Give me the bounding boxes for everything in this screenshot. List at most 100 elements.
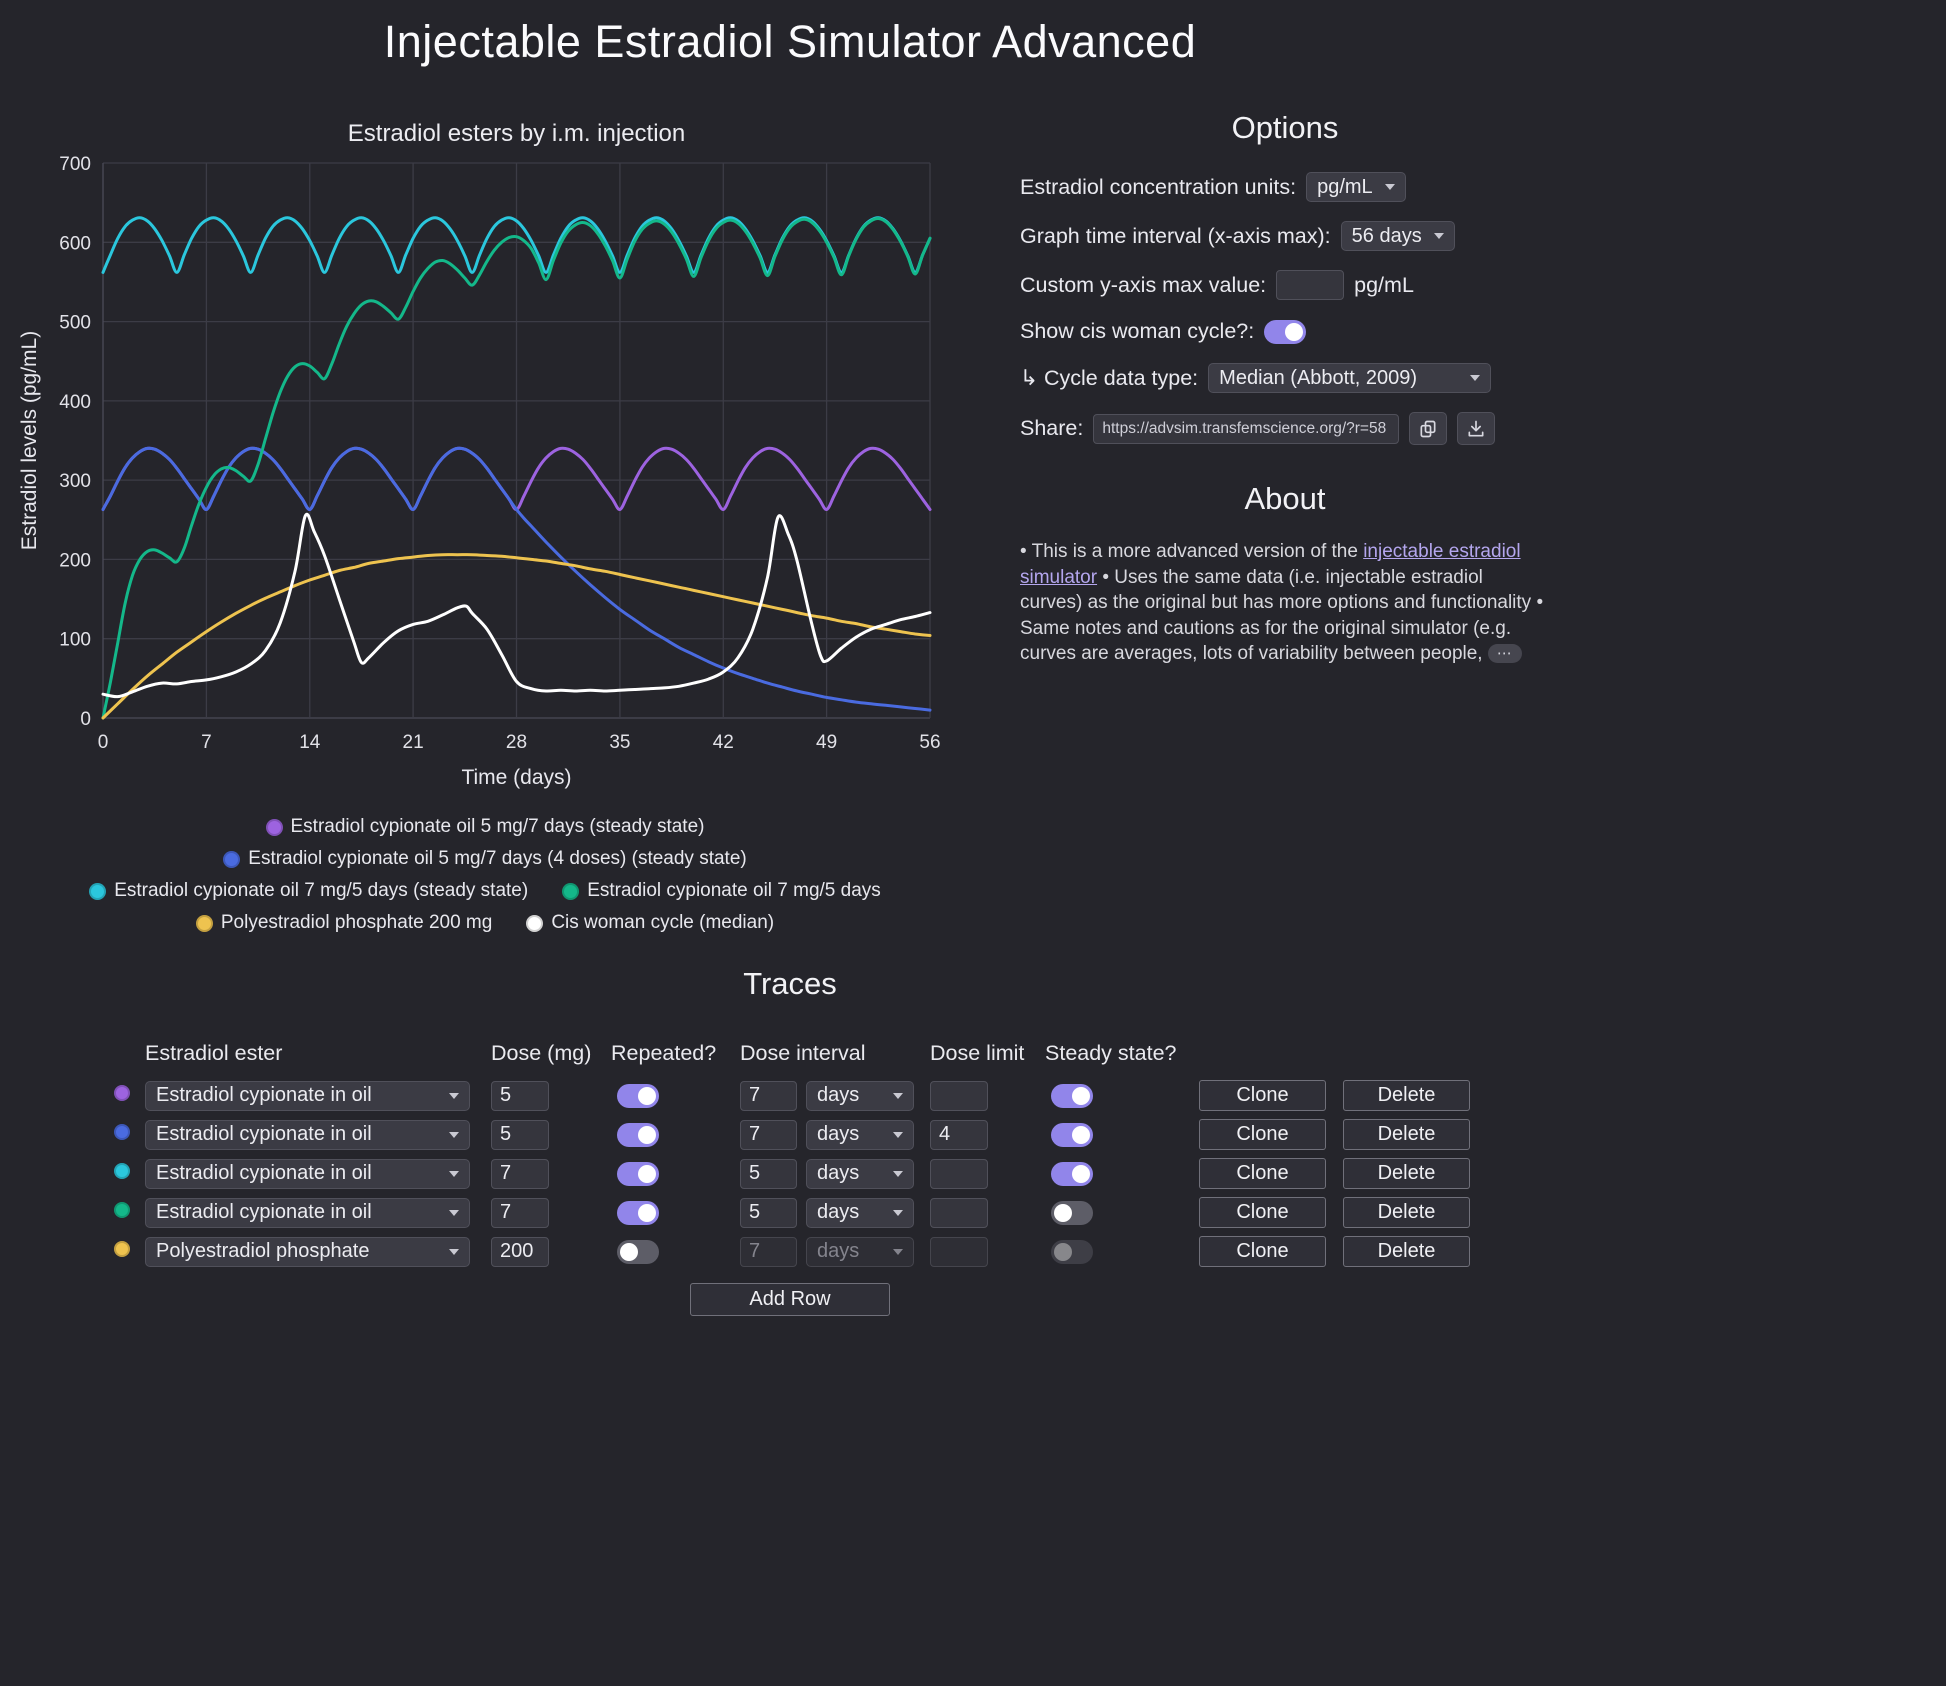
delete-button[interactable]: Delete	[1343, 1236, 1470, 1267]
clone-button[interactable]: Clone	[1199, 1080, 1326, 1111]
expand-about-button[interactable]: ⋯	[1487, 644, 1522, 664]
injectable-simulator-link[interactable]: injectable estradiol simulator	[1020, 541, 1521, 588]
trace-line-4	[101, 553, 932, 720]
dose-limit-input[interactable]	[930, 1158, 988, 1189]
clone-button[interactable]: Clone	[1199, 1119, 1326, 1150]
ester-select[interactable]: Estradiol cypionate in oil	[145, 1158, 470, 1189]
delete-button[interactable]: Delete	[1343, 1119, 1470, 1150]
steady-state-toggle[interactable]	[1051, 1239, 1093, 1264]
ester-select[interactable]: Estradiol cypionate in oil	[145, 1080, 470, 1111]
dose-interval-input[interactable]	[740, 1119, 797, 1150]
units-select-value: pg/mL	[1317, 175, 1373, 198]
interval-unit-select[interactable]: days	[806, 1119, 914, 1150]
traces-section: Traces Estradiol ester Dose (mg) Repeate…	[110, 966, 1470, 1316]
trace-color-dot	[114, 1085, 130, 1101]
repeated-toggle[interactable]	[617, 1083, 659, 1108]
legend-dot	[223, 850, 241, 868]
repeated-toggle[interactable]	[617, 1122, 659, 1147]
clone-button[interactable]: Clone	[1199, 1236, 1326, 1267]
about-text-part1: • This is a more advanced version of the	[1020, 541, 1364, 562]
steady-state-toggle[interactable]	[1051, 1083, 1093, 1108]
clone-button[interactable]: Clone	[1199, 1197, 1326, 1228]
trace-color-dot	[114, 1241, 130, 1257]
chevron-down-icon	[1384, 184, 1395, 190]
chevron-down-icon	[893, 1248, 903, 1255]
dose-interval-input[interactable]	[740, 1197, 797, 1228]
dose-interval-input[interactable]	[740, 1158, 797, 1189]
interval-unit-select[interactable]: days	[806, 1158, 914, 1189]
x-axis-tick: 49	[816, 732, 837, 753]
ester-select-value: Polyestradiol phosphate	[156, 1240, 370, 1262]
chevron-down-icon	[1470, 375, 1481, 381]
delete-button[interactable]: Delete	[1343, 1158, 1470, 1189]
dose-input[interactable]	[491, 1158, 549, 1189]
trace-line-1	[101, 446, 932, 712]
options-heading: Options	[1231, 110, 1339, 145]
steady-state-toggle[interactable]	[1051, 1122, 1093, 1147]
steady-state-toggle[interactable]	[1051, 1161, 1093, 1186]
legend-row: Estradiol cypionate oil 5 mg/7 days (ste…	[20, 812, 950, 842]
show-cycle-toggle[interactable]	[1264, 319, 1307, 344]
legend-item[interactable]: Estradiol cypionate oil 5 mg/7 days (4 d…	[223, 848, 747, 870]
legend-label: Polyestradiol phosphate 200 mg	[220, 912, 493, 933]
dose-limit-input[interactable]	[930, 1080, 988, 1111]
copy-icon	[1420, 420, 1436, 437]
legend-item[interactable]: Polyestradiol phosphate 200 mg	[195, 912, 493, 934]
legend-item[interactable]: Estradiol cypionate oil 7 mg/5 days	[562, 880, 881, 902]
x-axis-tick: 28	[506, 732, 527, 753]
options-panel: Options Estradiol concentration units: p…	[1020, 110, 1550, 667]
dose-interval-input[interactable]	[740, 1080, 797, 1111]
dose-limit-input[interactable]	[930, 1197, 988, 1228]
ester-select[interactable]: Estradiol cypionate in oil	[145, 1197, 470, 1228]
time-interval-select[interactable]: 56 days	[1340, 221, 1455, 251]
chevron-down-icon	[893, 1170, 903, 1177]
ymax-input[interactable]	[1276, 270, 1345, 300]
y-axis-tick: 100	[59, 630, 91, 651]
units-select[interactable]: pg/mL	[1306, 172, 1406, 202]
cycle-type-select[interactable]: Median (Abbott, 2009)	[1208, 363, 1492, 393]
repeated-toggle[interactable]	[617, 1200, 659, 1225]
chevron-down-icon	[449, 1170, 459, 1177]
dose-input[interactable]	[491, 1119, 549, 1150]
chart-area: 0 100 200 300 400 500 600 700 0 7 14 21 28 35 42 49 56 Es…	[20, 108, 950, 938]
dose-input[interactable]	[491, 1197, 549, 1228]
x-axis-tick: 21	[403, 732, 424, 753]
dose-limit-input[interactable]	[930, 1119, 988, 1150]
repeated-toggle[interactable]	[617, 1239, 659, 1264]
chevron-down-icon	[449, 1131, 459, 1138]
trace-color-dot	[114, 1163, 130, 1179]
legend-item[interactable]: Estradiol cypionate oil 7 mg/5 days (ste…	[89, 880, 528, 902]
y-axis-tick: 0	[80, 709, 91, 730]
interval-unit-select[interactable]: days	[806, 1080, 914, 1111]
legend-label: Estradiol cypionate oil 5 mg/7 days (ste…	[290, 816, 705, 837]
units-label: Estradiol concentration units:	[1020, 174, 1297, 199]
x-axis-tick: 42	[713, 732, 734, 753]
legend-row: Estradiol cypionate oil 7 mg/5 days (ste…	[20, 876, 950, 906]
clone-button[interactable]: Clone	[1199, 1158, 1326, 1189]
steady-state-toggle[interactable]	[1051, 1200, 1093, 1225]
delete-button[interactable]: Delete	[1343, 1080, 1470, 1111]
chevron-down-icon	[449, 1209, 459, 1216]
legend-dot	[265, 818, 283, 836]
delete-button[interactable]: Delete	[1343, 1197, 1470, 1228]
share-url-input[interactable]	[1093, 413, 1400, 444]
chevron-down-icon	[449, 1092, 459, 1099]
dose-input[interactable]	[491, 1236, 549, 1267]
ester-select[interactable]: Polyestradiol phosphate	[145, 1236, 470, 1267]
interval-unit-select[interactable]: days	[806, 1236, 914, 1267]
traces-heading: Traces	[743, 966, 837, 1001]
dose-interval-input[interactable]	[740, 1236, 797, 1267]
download-button[interactable]	[1457, 412, 1496, 445]
dose-limit-input[interactable]	[930, 1236, 988, 1267]
trace-row: Estradiol cypionate in oil days Clone De…	[110, 1079, 1470, 1112]
header-dose-limit: Dose limit	[930, 1041, 1025, 1065]
repeated-toggle[interactable]	[617, 1161, 659, 1186]
legend-item[interactable]: Cis woman cycle (median)	[526, 912, 774, 934]
x-axis-tick: 0	[98, 732, 109, 753]
copy-link-button[interactable]	[1409, 412, 1448, 445]
ester-select[interactable]: Estradiol cypionate in oil	[145, 1119, 470, 1150]
interval-unit-select[interactable]: days	[806, 1197, 914, 1228]
dose-input[interactable]	[491, 1080, 549, 1111]
legend-item[interactable]: Estradiol cypionate oil 5 mg/7 days (ste…	[265, 816, 705, 838]
add-row-button[interactable]: Add Row	[690, 1283, 890, 1316]
